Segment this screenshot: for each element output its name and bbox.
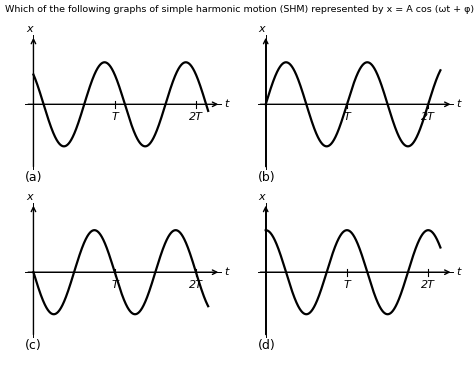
Text: T: T: [111, 112, 118, 122]
Text: t: t: [456, 99, 461, 109]
Text: T: T: [111, 280, 118, 290]
Text: t: t: [224, 99, 229, 109]
Text: 2T: 2T: [189, 280, 203, 290]
Text: t: t: [456, 267, 461, 277]
Text: 2T: 2T: [421, 112, 435, 122]
Text: (c): (c): [25, 339, 42, 351]
Text: x: x: [258, 192, 265, 201]
Text: x: x: [258, 24, 265, 34]
Text: 2T: 2T: [189, 112, 203, 122]
Text: Which of the following graphs of simple harmonic motion (SHM) represented by x =: Which of the following graphs of simple …: [5, 5, 474, 15]
Text: x: x: [26, 24, 33, 34]
Text: t: t: [224, 267, 229, 277]
Text: x: x: [26, 192, 33, 201]
Text: 2T: 2T: [421, 280, 435, 290]
Text: (b): (b): [257, 171, 275, 184]
Text: T: T: [344, 280, 350, 290]
Text: T: T: [344, 112, 350, 122]
Text: (a): (a): [25, 171, 43, 184]
Text: (d): (d): [257, 339, 275, 351]
